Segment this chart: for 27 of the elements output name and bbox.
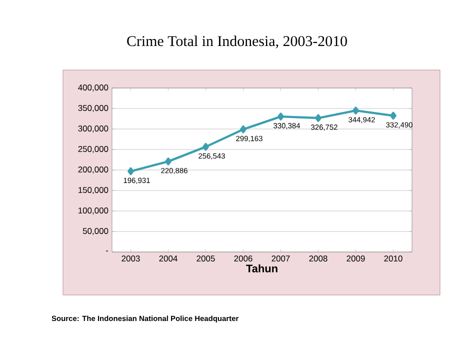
point bbox=[128, 167, 134, 176]
y-tick-label: 200,000 bbox=[78, 166, 108, 174]
y-tick-label: - bbox=[106, 250, 108, 252]
x-axis-title: Tahun bbox=[246, 264, 278, 272]
point bbox=[278, 112, 284, 120]
point bbox=[165, 158, 172, 166]
chart-title: Crime Total in Indonesia, 2003-2010 bbox=[127, 36, 347, 48]
y-tick-label: 50,000 bbox=[82, 228, 108, 235]
x-tick-label: 2003 bbox=[122, 256, 140, 262]
y-tick-label: 100,000 bbox=[78, 208, 108, 214]
y-tick-label: 150,000 bbox=[78, 187, 108, 194]
point bbox=[315, 114, 322, 122]
x-tick-label: 2005 bbox=[196, 256, 215, 262]
x-tick-label: 2009 bbox=[346, 256, 365, 262]
x-tick-label: 2006 bbox=[234, 256, 252, 262]
x-tick-label: 2004 bbox=[159, 256, 178, 262]
y-tick-label: 350,000 bbox=[78, 105, 108, 112]
point bbox=[202, 142, 209, 151]
point bbox=[352, 106, 359, 114]
y-tick-label: 250,000 bbox=[78, 146, 108, 153]
x-tick-label: 2010 bbox=[384, 256, 402, 262]
y-tick-label: 300,000 bbox=[78, 126, 108, 132]
point bbox=[240, 125, 246, 134]
x-tick-label: 2007 bbox=[272, 256, 290, 262]
x-tick-label: 2008 bbox=[309, 256, 328, 262]
y-tick-label: 400,000 bbox=[78, 84, 108, 92]
point bbox=[390, 112, 396, 120]
